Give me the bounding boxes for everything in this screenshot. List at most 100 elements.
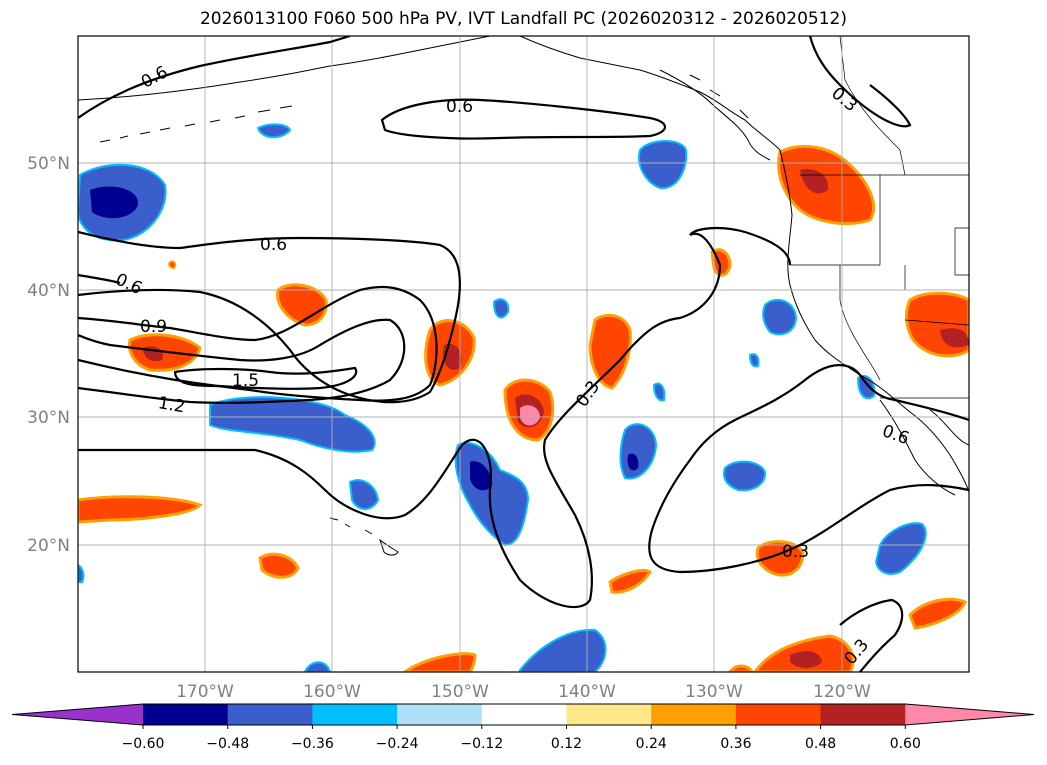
- pos-region: [402, 652, 477, 672]
- neg-region: [492, 298, 510, 319]
- negative-anomaly-regions: [78, 123, 927, 672]
- alaska-panhandle: [659, 69, 771, 161]
- pos-region: [258, 552, 300, 579]
- neg-region: [209, 396, 376, 453]
- lat-tick-label: 50°N: [27, 154, 70, 174]
- lat-tick-label: 40°N: [27, 281, 70, 301]
- lat-tick-label: 20°N: [27, 536, 70, 556]
- pv-contour-0.6-loop: [380, 98, 667, 140]
- pos-region-peak: [520, 405, 540, 426]
- coastlines: [78, 36, 969, 556]
- colorbar-block: [735, 704, 822, 725]
- colorbar-tick-label: −0.24: [376, 736, 419, 752]
- colorbar-block: [651, 704, 737, 725]
- colorbar-tick-label: 0.36: [720, 736, 751, 752]
- lon-tick-labels: 170°W 160°W 150°W 140°W 130°W 120°W: [176, 682, 871, 702]
- pv-contour-0.6-w: [78, 273, 121, 285]
- political-boundaries: [790, 36, 969, 399]
- colorbar-block: [820, 704, 906, 725]
- pv-contours: [78, 36, 969, 672]
- colorbar-tick-label: 0.12: [551, 736, 582, 752]
- contour-label: 0.3: [782, 542, 809, 562]
- pos-region: [588, 313, 632, 390]
- neg-region: [762, 298, 798, 336]
- colorbar-tick-label: 0.24: [636, 736, 667, 752]
- aleutian-islands: [99, 105, 293, 143]
- pv-contour-0.3-south: [839, 598, 904, 672]
- mexico-border: [954, 227, 969, 276]
- canada-interior: [839, 36, 906, 176]
- pos-region-core: [940, 328, 969, 348]
- alaska-coast: [78, 36, 781, 151]
- colorbar-block: [566, 704, 652, 725]
- pv-contour-0.6-south: [78, 232, 722, 609]
- contour-label: 0.9: [140, 317, 167, 337]
- neg-region: [78, 563, 85, 583]
- lon-tick-label: 120°W: [813, 682, 871, 702]
- lon-tick-label: 130°W: [685, 682, 743, 702]
- colorbar-block: [397, 704, 483, 725]
- colorbar-extend-low: [12, 704, 143, 725]
- lat-tick-labels: 50°N 40°N 30°N 20°N: [27, 154, 70, 556]
- plot-background: [78, 36, 969, 672]
- hawaii-islands: [329, 517, 399, 556]
- pv-contour-0.3-east: [648, 364, 969, 574]
- gridlines: [78, 36, 969, 672]
- neg-region: [722, 460, 767, 492]
- map-plot-area: 0.6 0.6 0.6 0.6 0.9 1.5 1.2 0.3 0.3 0.6 …: [77, 35, 970, 673]
- contour-label: 0.6: [446, 97, 473, 117]
- colorbar-block: [227, 704, 313, 725]
- lon-tick-label: 150°W: [431, 682, 489, 702]
- colorbar-tick-label: 0.60: [890, 736, 921, 752]
- colorbar-tick-label: −0.48: [206, 736, 249, 752]
- pv-contour-1.5: [173, 366, 358, 390]
- lat-tick-label: 30°N: [27, 408, 70, 428]
- pos-region: [728, 664, 754, 672]
- neg-region: [519, 628, 607, 672]
- contour-label: 0.6: [260, 235, 287, 255]
- colorbar-extend-high: [905, 704, 1034, 725]
- neg-region-core: [90, 186, 139, 219]
- neg-region: [348, 479, 380, 510]
- neg-region: [638, 140, 688, 190]
- west-coast: [779, 149, 969, 493]
- colorbar-ticks: −0.60 −0.48 −0.36 −0.24 −0.12 0.12 0.24 0.36 0.4…: [122, 725, 921, 752]
- colorbar-tick-label: −0.60: [122, 736, 165, 752]
- neg-region: [256, 123, 292, 139]
- contour-label: 1.2: [156, 393, 186, 417]
- colorbar-tick-label: −0.12: [460, 736, 503, 752]
- neg-region: [856, 375, 876, 400]
- lon-tick-label: 160°W: [303, 682, 361, 702]
- contour-label: 1.5: [232, 371, 259, 391]
- neg-region: [748, 353, 760, 368]
- neg-region-core: [627, 453, 639, 471]
- colorbar-block: [481, 704, 567, 725]
- colorbar-block: [143, 704, 229, 725]
- pv-contour-0.3-ne: [808, 36, 912, 128]
- colorbar-blocks: [11, 703, 1035, 726]
- positive-anomaly-regions: [78, 144, 969, 672]
- map-title: 2026013100 F060 500 hPa PV, IVT Landfall…: [199, 9, 847, 29]
- pos-region-core: [790, 650, 822, 668]
- colorbar-tick-label: 0.48: [805, 736, 836, 752]
- pv-contour-0.9: [78, 285, 438, 402]
- pos-region: [908, 597, 967, 630]
- neg-region: [652, 382, 666, 402]
- pos-region: [168, 260, 177, 270]
- pv-contour-0.3-center: [689, 226, 792, 266]
- state-borders: [790, 175, 969, 399]
- neg-region-core: [470, 461, 492, 491]
- plot-frame: [77, 35, 970, 673]
- lon-tick-label: 170°W: [176, 682, 234, 702]
- pos-region: [78, 495, 203, 524]
- colorbar-block: [312, 704, 398, 725]
- colorbar: −0.60 −0.48 −0.36 −0.24 −0.12 0.12 0.24 0.36 0.4…: [11, 703, 1035, 752]
- colorbar-tick-label: −0.36: [291, 736, 334, 752]
- anomaly-fields: 0.6 0.6 0.6 0.6 0.9 1.5 1.2 0.3 0.3 0.6 …: [78, 36, 969, 672]
- pv-contour-0.6-north: [78, 36, 351, 119]
- lon-tick-label: 140°W: [558, 682, 616, 702]
- pv-contour-0.6-long: [78, 230, 462, 404]
- pv-contour-1.2: [78, 318, 406, 404]
- pos-region: [608, 568, 652, 594]
